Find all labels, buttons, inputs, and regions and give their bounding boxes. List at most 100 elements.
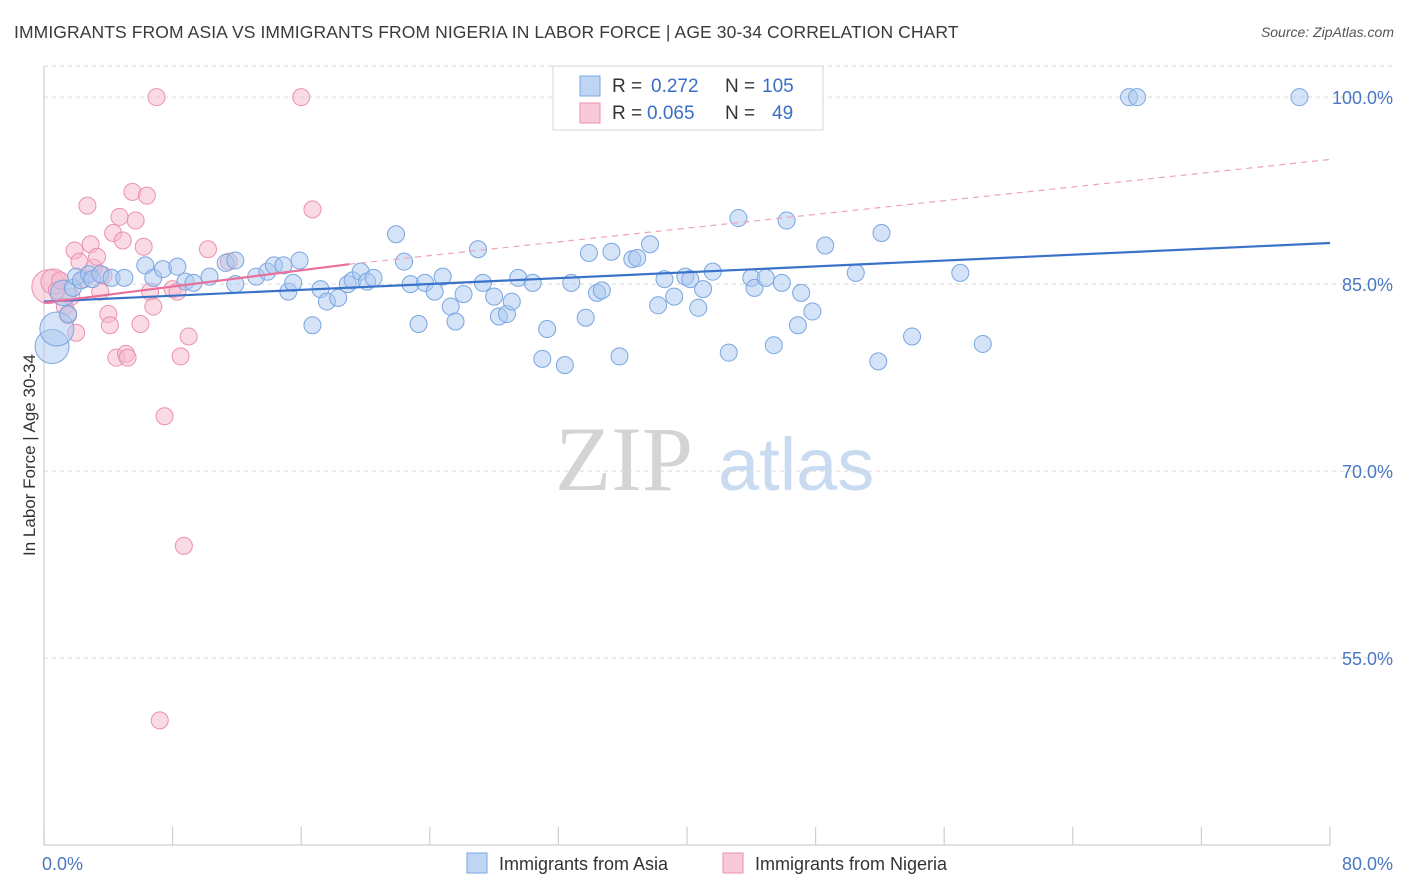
legend-r-label-nigeria: R = <box>612 103 642 124</box>
nigeria-point-22 <box>113 231 132 250</box>
legend-n-label-asia: N = <box>725 76 755 97</box>
asia-point-56 <box>533 349 552 368</box>
asia-point-87 <box>803 302 822 321</box>
trend-line-nigeria <box>43 263 350 304</box>
asia-point-84 <box>777 211 796 230</box>
asia-point-89 <box>846 263 865 282</box>
nigeria-point-31 <box>144 297 163 316</box>
asia-point-80 <box>745 278 764 297</box>
bottom-legend-swatch-asia <box>466 852 488 874</box>
asia-point-28 <box>290 251 309 270</box>
legend-r-label-asia: R = <box>612 76 642 97</box>
watermark-zip: ZIP <box>555 408 693 510</box>
asia-point-20 <box>226 251 245 270</box>
asia-point-93 <box>951 263 970 282</box>
nigeria-point-14 <box>88 247 107 266</box>
tick-labels: 55.0% 70.0% 85.0% 100.0% 0.0% 80.0% <box>42 88 1393 874</box>
asia-point-60 <box>576 308 595 327</box>
nigeria-point-40 <box>198 240 217 259</box>
asia-point-63 <box>592 281 611 300</box>
asia-point-29 <box>303 316 322 335</box>
trend-line-nigeria-extension <box>349 158 1331 265</box>
asia-point-38 <box>387 225 406 244</box>
legend-n-asia: 105 <box>762 76 794 97</box>
legend-swatch-asia <box>579 75 601 97</box>
asia-point-68 <box>641 235 660 254</box>
trend-lines <box>43 158 1331 304</box>
asia-point-61 <box>579 243 598 262</box>
asia-point-70 <box>655 270 674 289</box>
y-tick-label-85: 85.0% <box>1342 275 1393 295</box>
nigeria-point-42 <box>292 88 311 107</box>
bottom-legend-nigeria: Immigrants from Nigeria <box>755 854 948 874</box>
asia-point-15 <box>168 257 187 276</box>
nigeria-point-29 <box>137 186 156 205</box>
asia-point-77 <box>719 343 738 362</box>
asia-point-73 <box>681 270 700 289</box>
asia-point-74 <box>689 298 708 317</box>
chart-title: IMMIGRANTS FROM ASIA VS IMMIGRANTS FROM … <box>14 22 959 42</box>
y-tick-label-55: 55.0% <box>1342 649 1393 669</box>
asia-point-57 <box>538 319 557 338</box>
nigeria-point-39 <box>179 327 198 346</box>
grid-lines <box>44 65 1395 659</box>
asia-point-64 <box>602 242 621 261</box>
asia-point-11 <box>115 268 134 287</box>
nigeria-point-24 <box>118 348 137 367</box>
trend-line-asia <box>43 241 1331 303</box>
asia-point-71 <box>665 287 684 306</box>
nigeria-point-27 <box>131 315 150 334</box>
nigeria-point-28 <box>134 237 153 256</box>
asia-point-94 <box>973 334 992 353</box>
nigeria-points <box>31 88 322 730</box>
legend-r-nigeria: 0.065 <box>647 103 695 124</box>
asia-point-46 <box>446 312 465 331</box>
nigeria-point-21 <box>110 207 129 226</box>
y-tick-label-100: 100.0% <box>1332 88 1393 108</box>
asia-point-41 <box>409 315 428 334</box>
asia-point-65 <box>610 347 629 366</box>
asia-point-86 <box>792 283 811 302</box>
x-tick-label-max: 80.0% <box>1342 854 1393 874</box>
top-legend: R = 0.272 N = 105 R = 0.065 N = 49 <box>552 65 824 131</box>
nigeria-point-11 <box>78 196 97 215</box>
nigeria-point-43 <box>303 200 322 219</box>
nigeria-point-34 <box>155 407 174 426</box>
asia-point-67 <box>628 248 647 267</box>
asia-point-90 <box>869 352 888 371</box>
y-tick-label-70: 70.0% <box>1342 462 1393 482</box>
watermark: ZIP atlas <box>555 408 874 510</box>
asia-point-50 <box>485 287 504 306</box>
asia-point-55 <box>523 273 542 292</box>
asia-point-85 <box>788 316 807 335</box>
asia-point-83 <box>772 273 791 292</box>
asia-point-78 <box>729 209 748 228</box>
bottom-legend-swatch-nigeria <box>722 852 744 874</box>
bottom-legend-asia: Immigrants from Asia <box>499 854 669 874</box>
asia-point-45 <box>441 297 460 316</box>
asia-point-97 <box>1290 88 1309 107</box>
nigeria-point-37 <box>171 347 190 366</box>
watermark-atlas: atlas <box>718 423 874 506</box>
nigeria-point-38 <box>174 536 193 555</box>
legend-r-asia: 0.272 <box>651 76 699 97</box>
legend-n-nigeria: 49 <box>772 103 793 124</box>
asia-points <box>34 88 1309 375</box>
y-axis-label: In Labor Force | Age 30-34 <box>20 354 39 556</box>
nigeria-point-33 <box>150 711 169 730</box>
asia-point-25 <box>274 256 293 275</box>
legend-n-label-nigeria: N = <box>725 103 755 124</box>
asia-point-37 <box>364 268 383 287</box>
asia-point-81 <box>756 268 775 287</box>
asia-point-75 <box>694 280 713 299</box>
asia-point-58 <box>555 356 574 375</box>
asia-point-53 <box>502 292 521 311</box>
asia-point-43 <box>425 282 444 301</box>
axes <box>43 66 1331 846</box>
asia-point-91 <box>872 224 891 243</box>
asia-point-3 <box>59 305 78 324</box>
asia-point-32 <box>329 288 348 307</box>
nigeria-point-26 <box>126 211 145 230</box>
x-tick-label-min: 0.0% <box>42 854 83 874</box>
